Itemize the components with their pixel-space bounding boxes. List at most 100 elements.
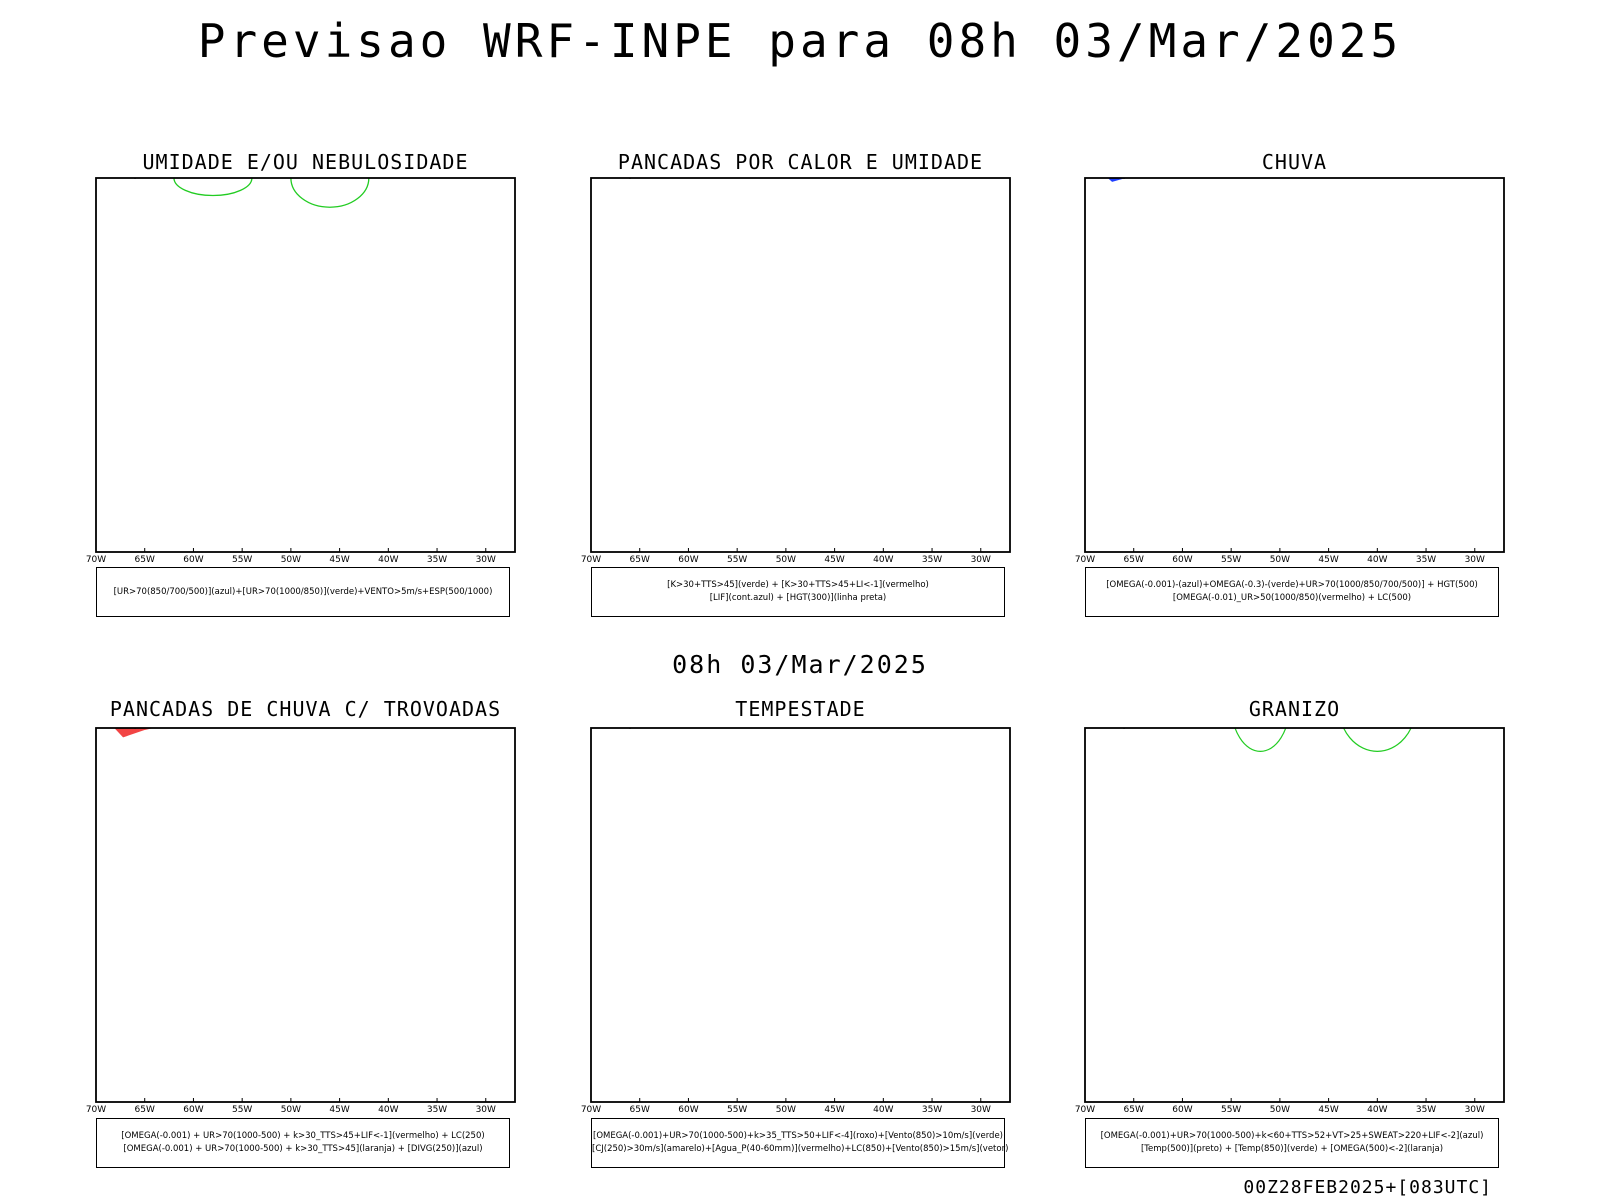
lon-tick-label: 70W	[581, 1105, 601, 1115]
valid-time-label: 08h 03/Mar/2025	[672, 650, 928, 679]
lon-tick-label: 65W	[1124, 555, 1144, 565]
lon-tick-label: 50W	[281, 555, 301, 565]
lon-tick-label: 40W	[873, 555, 893, 565]
lon-tick-label: 60W	[678, 555, 698, 565]
panel-title-granizo: GRANIZO	[1248, 697, 1341, 721]
lon-tick-label: 55W	[1221, 555, 1241, 565]
lon-tick-label: 50W	[281, 1105, 301, 1115]
lon-tick-label: 30W	[971, 1105, 991, 1115]
legend-line: [K>30+TTS>45](verde) + [K>30+TTS>45+LI<-…	[667, 580, 929, 590]
lon-tick-label: 30W	[971, 555, 991, 565]
lon-tick-label: 60W	[1172, 1105, 1192, 1115]
lon-tick-label: 45W	[1318, 1105, 1338, 1115]
map-frame	[1084, 177, 1505, 553]
lon-tick-label: 50W	[776, 1105, 796, 1115]
map-panel-trovoadas: 12S15S18S21S24S27S30S33S36S39S42S70W65W6…	[86, 722, 516, 1115]
lon-tick-label: 40W	[378, 555, 398, 565]
lon-tick-label: 65W	[630, 555, 650, 565]
lon-tick-label: 70W	[86, 555, 106, 565]
lon-tick-label: 50W	[1270, 555, 1290, 565]
lon-tick-label: 50W	[1270, 1105, 1290, 1115]
coastline	[1367, 728, 1369, 729]
lon-tick-label: 40W	[378, 1105, 398, 1115]
political-border	[824, 728, 826, 729]
lon-tick-label: 70W	[1075, 1105, 1095, 1115]
map-frame	[590, 177, 1011, 553]
humidity-contour	[173, 178, 253, 197]
political-border	[1121, 728, 1125, 729]
political-border	[329, 728, 331, 729]
rain-area-omega	[1107, 178, 1126, 182]
humidity-contour	[290, 178, 370, 208]
panel-title-chuva: CHUVA	[1261, 150, 1328, 174]
political-border	[627, 728, 631, 729]
political-border	[132, 728, 136, 729]
lon-tick-label: 30W	[476, 1105, 496, 1115]
legend-pancadas_calor: [K>30+TTS>45](verde) + [K>30+TTS>45+LI<-…	[591, 567, 1005, 617]
panel-title-pancadas_calor: PANCADAS POR CALOR E UMIDADE	[617, 150, 984, 174]
lon-tick-label: 65W	[135, 1105, 155, 1115]
lon-tick-label: 60W	[183, 555, 203, 565]
lon-tick-label: 35W	[427, 1105, 447, 1115]
map-panel-umidade: 1012101210161012101610201016101210161020…	[86, 172, 516, 565]
lon-tick-label: 60W	[1172, 555, 1192, 565]
legend-line: [OMEGA(-0.001)+UR>70(1000-500)+k<60+TTS>…	[1100, 1131, 1484, 1141]
lon-tick-label: 30W	[1465, 555, 1485, 565]
legend-chuva: [OMEGA(-0.001)-(azul)+OMEGA(-0.3)-(verde…	[1085, 567, 1499, 617]
main-title: Previsao WRF-INPE para 08h 03/Mar/2025	[197, 14, 1403, 68]
map-frame	[1084, 727, 1505, 1103]
political-border	[1318, 728, 1320, 729]
lon-tick-label: 35W	[1416, 1105, 1436, 1115]
storm-area	[114, 728, 154, 738]
map-frame	[95, 727, 516, 1103]
lon-tick-label: 40W	[1367, 1105, 1387, 1115]
lon-tick-label: 30W	[476, 555, 496, 565]
map-panel-chuva: 58858858857657658858512S15S18S21S24S27S3…	[1075, 177, 1505, 565]
lon-tick-label: 45W	[824, 555, 844, 565]
lon-tick-label: 70W	[86, 1105, 106, 1115]
lon-tick-label: 55W	[232, 1105, 252, 1115]
legend-line: [OMEGA(-0.001) + UR>70(1000-500) + k>30_…	[121, 1131, 485, 1141]
map-panel-pancadas_calor: 9600960096009520960096809680960012S15S18…	[581, 172, 1011, 565]
instability-area	[671, 172, 758, 175]
legend-line: [OMEGA(-0.01)_UR>50(1000/850)(vermelho) …	[1172, 593, 1412, 603]
lon-tick-label: 40W	[873, 1105, 893, 1115]
legend-tempestade: [OMEGA(-0.001)+UR>70(1000-500)+k>35_TTS>…	[591, 1118, 1008, 1168]
lon-tick-label: 40W	[1367, 555, 1387, 565]
lon-tick-label: 45W	[1318, 555, 1338, 565]
lon-tick-label: 35W	[427, 555, 447, 565]
lon-tick-label: 70W	[1075, 555, 1095, 565]
map-frame	[590, 727, 1011, 1103]
legend-line: [Temp(500)](preto) + [Temp(850)](verde) …	[1140, 1144, 1444, 1154]
panel-title-trovoadas: PANCADAS DE CHUVA C/ TROVOADAS	[109, 697, 502, 721]
lon-tick-label: 70W	[581, 555, 601, 565]
coastline	[873, 728, 875, 729]
lon-tick-label: 65W	[630, 1105, 650, 1115]
legend-line: [OMEGA(-0.001)-(azul)+OMEGA(-0.3)-(verde…	[1106, 580, 1478, 590]
lon-tick-label: 35W	[922, 1105, 942, 1115]
storm-area	[186, 722, 272, 727]
lon-tick-label: 45W	[824, 1105, 844, 1115]
humidity-area	[99, 172, 202, 175]
lon-tick-label: 55W	[727, 1105, 747, 1115]
lon-tick-label: 55W	[232, 555, 252, 565]
map-panel-granizo: 181612S15S18S21S24S27S30S33S36S39S42S70W…	[1075, 727, 1505, 1115]
lon-tick-label: 45W	[329, 1105, 349, 1115]
legend-umidade: [UR>70(850/700/500)](azul)+[UR>70(1000/8…	[96, 567, 510, 617]
legend-line: [LIF](cont.azul) + [HGT(300)](linha pret…	[709, 593, 887, 603]
temp850-contour	[1234, 728, 1287, 752]
coastline	[378, 728, 380, 729]
temp850-contour	[1342, 728, 1412, 752]
legend-trovoadas: [OMEGA(-0.001) + UR>70(1000-500) + k>30_…	[96, 1118, 510, 1168]
lon-tick-label: 55W	[727, 555, 747, 565]
legend-line: [UR>70(850/700/500)](azul)+[UR>70(1000/8…	[113, 586, 493, 597]
map-panel-tempestade: 5050404012S15S18S21S24S27S30S33S36S39S42…	[581, 727, 1011, 1115]
lon-tick-label: 60W	[678, 1105, 698, 1115]
lon-tick-label: 30W	[1465, 1105, 1485, 1115]
legend-line: [OMEGA(-0.001)+UR>70(1000-500)+k>35_TTS>…	[593, 1131, 1003, 1141]
lon-tick-label: 65W	[135, 555, 155, 565]
lon-tick-label: 50W	[776, 555, 796, 565]
legend-granizo: [OMEGA(-0.001)+UR>70(1000-500)+k<60+TTS>…	[1085, 1118, 1499, 1168]
lon-tick-label: 60W	[183, 1105, 203, 1115]
lon-tick-label: 35W	[922, 555, 942, 565]
